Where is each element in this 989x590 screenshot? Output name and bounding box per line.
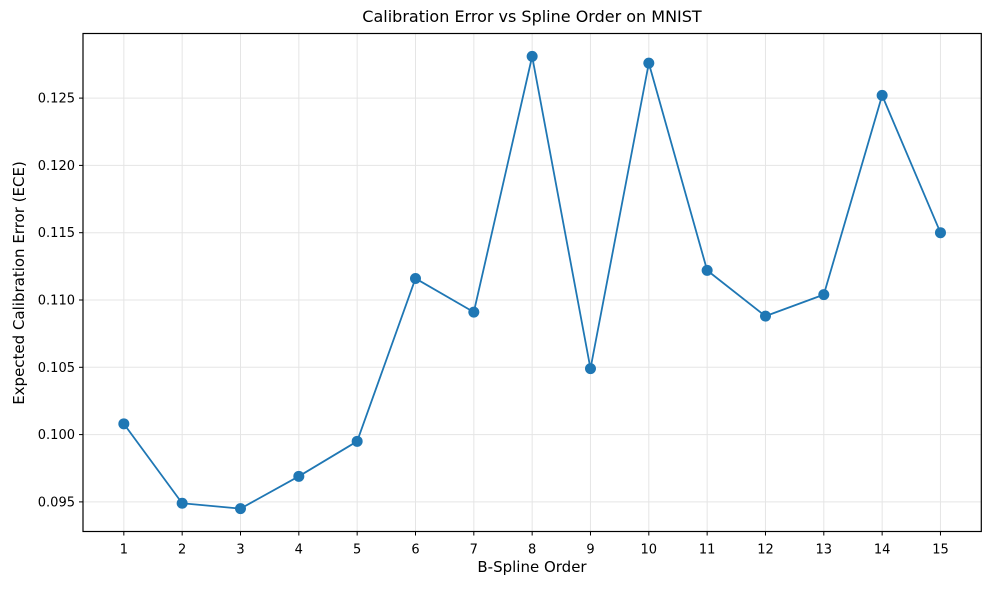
x-tick-label: 15 (932, 543, 949, 558)
x-tick-label: 4 (295, 543, 303, 558)
data-point (876, 89, 888, 101)
y-tick-label: 0.125 (38, 92, 75, 107)
data-point (234, 503, 246, 515)
x-tick-label: 11 (699, 543, 716, 558)
data-point (643, 57, 655, 69)
x-tick-label: 12 (757, 543, 774, 558)
data-point (526, 50, 538, 62)
x-tick-label: 5 (353, 543, 361, 558)
y-axis-label: Expected Calibration Error (ECE) (10, 161, 28, 405)
data-point (759, 310, 771, 322)
x-tick-label: 6 (411, 543, 419, 558)
y-tick-label: 0.105 (38, 361, 75, 376)
y-tick-label: 0.110 (38, 293, 75, 308)
x-tick-label: 7 (470, 543, 478, 558)
x-tick-label: 9 (586, 543, 594, 558)
x-axis-label: B-Spline Order (477, 558, 587, 576)
y-tick-label: 0.100 (38, 428, 75, 443)
x-tick-label: 13 (816, 543, 833, 558)
x-tick-label: 2 (178, 543, 186, 558)
data-point (701, 264, 713, 276)
data-point (934, 227, 946, 239)
data-point (351, 435, 363, 447)
data-point (118, 418, 130, 430)
x-tick-label: 10 (641, 543, 658, 558)
chart-title: Calibration Error vs Spline Order on MNI… (362, 7, 702, 26)
x-tick-label: 14 (874, 543, 891, 558)
data-point (584, 363, 596, 375)
x-tick-label: 3 (236, 543, 244, 558)
x-tick-label: 1 (120, 543, 128, 558)
data-point (818, 289, 830, 301)
data-point (176, 497, 188, 509)
y-tick-label: 0.095 (38, 495, 75, 510)
data-point (409, 272, 421, 284)
data-point (468, 306, 480, 318)
y-tick-label: 0.115 (38, 226, 75, 241)
x-tick-label: 8 (528, 543, 536, 558)
y-tick-label: 0.120 (38, 159, 75, 174)
data-point (293, 470, 305, 482)
